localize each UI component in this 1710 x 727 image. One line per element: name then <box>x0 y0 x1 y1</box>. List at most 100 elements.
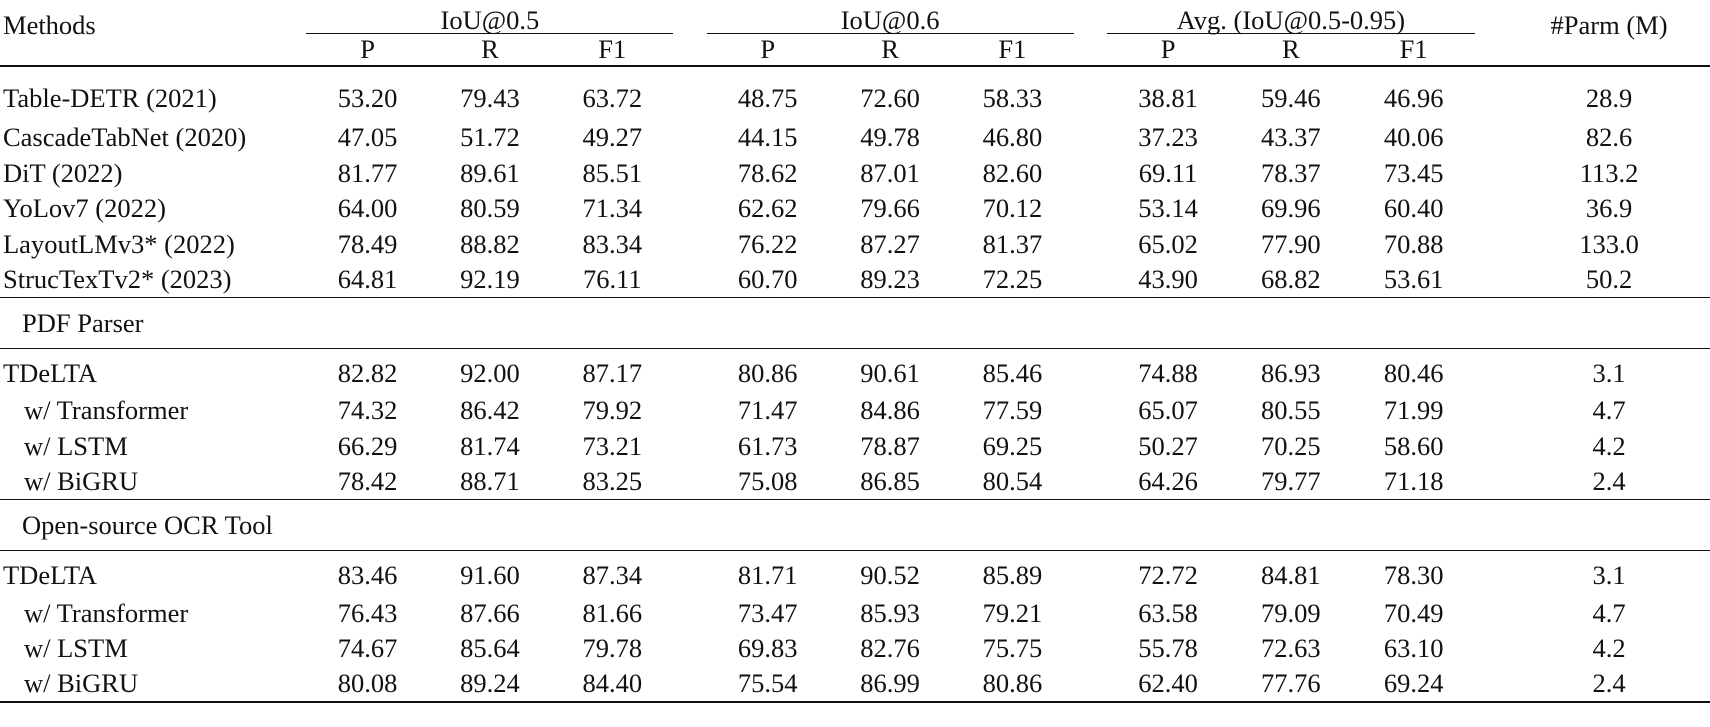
value-cell: 51.72 <box>460 122 520 153</box>
column-gap <box>1475 464 1508 500</box>
value-cell: 80.54 <box>982 466 1043 497</box>
group-header-avg: Avg. (IoU@0.5-0.95) <box>1106 0 1476 34</box>
value-cell: 92.00 <box>428 347 552 393</box>
value-cell: 46.96 <box>1352 65 1476 120</box>
value-cell: 55.78 <box>1138 632 1198 663</box>
value-cell: 60.70 <box>737 264 798 294</box>
value-cell: 65.02 <box>1138 228 1198 259</box>
value-cell: 49.78 <box>860 122 920 153</box>
parm-cell: 4.7 <box>1592 597 1626 628</box>
value-cell: 84.86 <box>860 395 920 426</box>
column-gap <box>1475 393 1508 428</box>
value-cell: 77.59 <box>982 395 1043 426</box>
column-gap <box>1074 595 1107 630</box>
table-row: Table-DETR (2021) 53.20 79.43 63.72 48.75 72.… <box>0 65 1710 120</box>
value-cell: 43.90 <box>1138 264 1198 294</box>
header-row-groups: Methods IoU@0.5 IoU@0.6 Avg. (IoU@0.5-0.… <box>0 0 1710 38</box>
header-row-metrics: P R F1 P R F1 P R F1 <box>0 34 1710 67</box>
metric-header-f1: F1 <box>1399 34 1428 65</box>
parm-cell: 36.9 <box>1585 193 1633 224</box>
value-cell: 50.27 <box>1138 430 1198 461</box>
value-cell: 73.47 <box>737 597 798 628</box>
value-cell: 91.60 <box>428 550 552 596</box>
column-gap <box>1475 550 1509 596</box>
value-cell: 81.77 <box>337 157 398 188</box>
section-header-row: PDF Parser <box>0 296 1710 349</box>
value-cell: 86.42 <box>460 395 520 426</box>
column-gap <box>1475 347 1509 393</box>
table-row: TDeLTA 83.46 91.60 87.34 81.71 90.52 85.89 72.7… <box>0 550 1710 596</box>
value-cell: 80.86 <box>706 347 829 393</box>
column-gap <box>673 65 707 120</box>
value-cell: 89.61 <box>460 157 520 188</box>
group-header-iou05: IoU@0.5 <box>306 0 674 34</box>
column-gap <box>1074 120 1107 155</box>
section-header-row: Open-source OCR Tool <box>0 499 1710 551</box>
value-cell: 80.46 <box>1352 347 1476 393</box>
value-cell: 64.26 <box>1138 466 1198 497</box>
column-gap <box>1475 665 1509 704</box>
method-cell: w/ Transformer <box>24 395 189 426</box>
value-cell: 64.00 <box>337 193 398 224</box>
value-cell: 83.46 <box>306 550 429 596</box>
value-cell: 84.40 <box>551 665 674 704</box>
method-cell: TDeLTA <box>0 347 307 393</box>
value-cell: 83.25 <box>582 466 643 497</box>
value-cell: 81.66 <box>582 597 643 628</box>
value-cell: 70.25 <box>1261 430 1321 461</box>
value-cell: 70.49 <box>1383 597 1444 628</box>
column-gap <box>1074 631 1107 666</box>
metric-header-p: P <box>360 34 375 65</box>
table-row: LayoutLMv3* (2022) 78.49 88.82 83.34 76.22 87… <box>0 226 1710 261</box>
column-gap <box>673 347 707 393</box>
column-gap <box>1475 120 1508 155</box>
value-cell: 87.66 <box>460 597 520 628</box>
value-cell: 75.75 <box>982 632 1043 663</box>
results-table: Methods IoU@0.5 IoU@0.6 Avg. (IoU@0.5-0.… <box>0 0 1710 704</box>
value-cell: 81.74 <box>460 430 520 461</box>
column-gap <box>673 631 706 666</box>
parm-cell: 28.9 <box>1508 65 1710 120</box>
value-cell: 70.88 <box>1383 228 1444 259</box>
column-gap <box>1475 631 1508 666</box>
metric-header-r: R <box>1282 34 1300 65</box>
column-gap <box>1073 550 1107 596</box>
column-gap <box>673 155 706 190</box>
value-cell: 80.55 <box>1261 395 1321 426</box>
value-cell: 81.37 <box>982 228 1043 259</box>
value-cell: 79.09 <box>1261 597 1321 628</box>
value-cell: 80.59 <box>460 193 520 224</box>
metric-header-f1: F1 <box>598 34 627 65</box>
value-cell: 87.01 <box>860 157 920 188</box>
value-cell: 86.85 <box>860 466 920 497</box>
metric-header-f1: F1 <box>998 34 1027 65</box>
value-cell: 38.81 <box>1106 65 1230 120</box>
value-cell: 87.34 <box>551 550 674 596</box>
value-cell: 44.15 <box>737 122 798 153</box>
table-row: DiT (2022) 81.77 89.61 85.51 78.62 87.01 82.60… <box>0 155 1710 190</box>
value-cell: 53.14 <box>1138 193 1198 224</box>
metric-header-p: P <box>1160 34 1176 65</box>
method-cell: DiT (2022) <box>3 157 123 188</box>
value-cell: 85.46 <box>951 347 1074 393</box>
method-cell: w/ LSTM <box>24 430 128 461</box>
value-cell: 86.93 <box>1229 347 1353 393</box>
column-gap <box>673 665 707 704</box>
parm-cell: 3.1 <box>1508 347 1710 393</box>
value-cell: 73.45 <box>1383 157 1444 188</box>
table-row: w/ LSTM 66.29 81.74 73.21 61.73 78.87 69.25 50.… <box>0 428 1710 463</box>
method-cell: w/ BiGRU <box>0 665 307 704</box>
column-gap <box>673 428 706 463</box>
parm-cell: 133.0 <box>1579 228 1639 259</box>
value-cell: 69.24 <box>1352 665 1476 704</box>
column-gap <box>1074 155 1107 190</box>
column-gap <box>1074 226 1107 261</box>
value-cell: 79.43 <box>428 65 552 120</box>
value-cell: 37.23 <box>1138 122 1198 153</box>
column-gap <box>673 595 706 630</box>
value-cell: 88.71 <box>460 466 520 497</box>
column-gap <box>1475 65 1509 120</box>
column-gap <box>1074 464 1107 500</box>
value-cell: 63.72 <box>551 65 674 120</box>
